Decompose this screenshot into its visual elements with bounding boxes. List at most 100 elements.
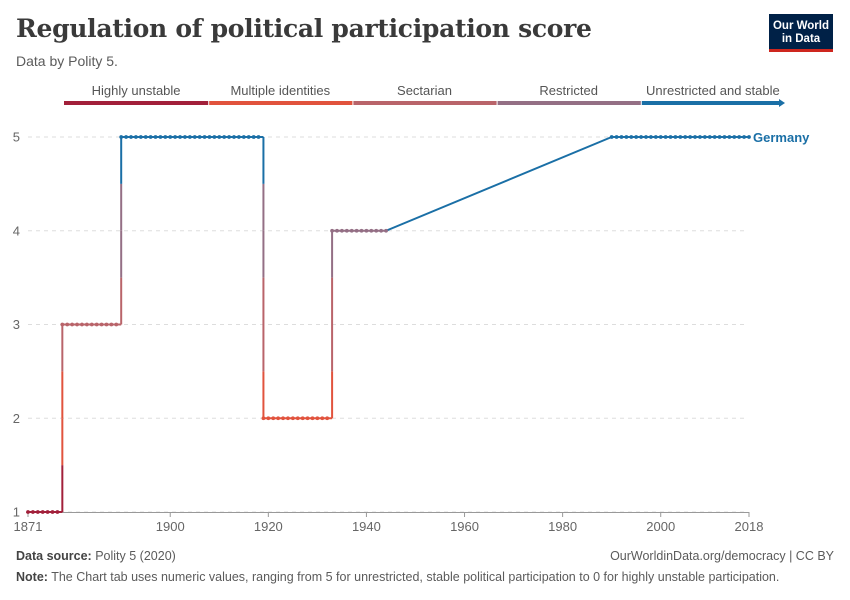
logo-line-1: Our World bbox=[772, 20, 829, 32]
data-point bbox=[217, 135, 222, 139]
data-point bbox=[609, 135, 614, 139]
chart-subtitle: Data by Polity 5. bbox=[16, 53, 118, 69]
legend-bar-segment bbox=[64, 101, 209, 105]
data-point bbox=[354, 228, 359, 233]
logo-line-2: in Data bbox=[781, 33, 821, 45]
series-line-segment bbox=[385, 136, 613, 232]
data-point bbox=[702, 135, 707, 139]
y-tick-label: 1 bbox=[13, 505, 20, 520]
data-point bbox=[698, 135, 702, 139]
data-point bbox=[45, 510, 50, 514]
data-point bbox=[349, 228, 354, 233]
note-text: The Chart tab uses numeric values, rangi… bbox=[51, 570, 780, 584]
data-point bbox=[124, 135, 128, 139]
series-label: Germany bbox=[753, 130, 810, 145]
data-point bbox=[644, 135, 648, 139]
footer-url[interactable]: OurWorldinData.org/democracy | CC BY bbox=[610, 549, 834, 563]
data-point bbox=[747, 135, 751, 139]
data-point bbox=[742, 135, 746, 139]
data-point bbox=[31, 510, 35, 514]
note-label: Note: bbox=[16, 570, 48, 584]
data-point bbox=[114, 322, 119, 327]
data-point bbox=[364, 228, 369, 233]
data-point bbox=[163, 135, 168, 139]
data-point bbox=[256, 135, 261, 139]
data-point bbox=[266, 416, 271, 421]
data-source-link[interactable]: Polity 5 (2020) bbox=[95, 549, 176, 563]
data-point bbox=[183, 135, 187, 139]
legend-label: Sectarian bbox=[397, 83, 452, 98]
data-point bbox=[649, 135, 653, 139]
data-point bbox=[241, 135, 246, 139]
data-point bbox=[344, 228, 349, 233]
owid-logo[interactable]: Our World in Data bbox=[769, 14, 833, 52]
x-tick-label: 1920 bbox=[254, 519, 283, 534]
data-point bbox=[290, 416, 295, 421]
data-source-label: Data source: bbox=[16, 549, 92, 563]
data-point bbox=[232, 135, 236, 139]
data-point bbox=[143, 135, 148, 139]
x-tick-label: 2000 bbox=[646, 519, 675, 534]
data-point bbox=[668, 135, 673, 139]
data-point bbox=[99, 322, 104, 327]
data-point bbox=[663, 135, 668, 139]
data-point bbox=[286, 416, 290, 421]
data-point bbox=[237, 135, 241, 139]
data-point bbox=[310, 416, 315, 421]
data-point bbox=[212, 135, 217, 139]
data-point bbox=[134, 135, 138, 139]
x-tick-label: 1940 bbox=[352, 519, 381, 534]
data-point bbox=[173, 135, 178, 139]
data-point bbox=[359, 228, 364, 233]
data-point bbox=[678, 135, 683, 139]
data-point bbox=[614, 135, 619, 139]
data-point bbox=[707, 135, 712, 139]
data-point bbox=[129, 135, 133, 139]
data-point bbox=[673, 135, 678, 139]
data-point bbox=[712, 135, 717, 139]
data-point bbox=[634, 135, 639, 139]
data-point bbox=[325, 416, 330, 421]
data-point bbox=[320, 416, 325, 421]
legend-bar-segment bbox=[497, 101, 641, 105]
y-tick-label: 2 bbox=[13, 411, 20, 426]
data-point bbox=[89, 322, 94, 327]
y-tick-label: 5 bbox=[13, 130, 20, 145]
data-point bbox=[168, 135, 173, 139]
x-tick-label: 1980 bbox=[548, 519, 577, 534]
data-point bbox=[192, 135, 197, 139]
data-source: Data source: Polity 5 (2020) bbox=[16, 549, 176, 563]
legend-label: Multiple identities bbox=[230, 83, 330, 98]
data-point bbox=[40, 510, 45, 514]
data-point bbox=[276, 416, 281, 421]
data-point bbox=[35, 510, 40, 514]
data-point bbox=[374, 228, 379, 233]
x-tick-label: 1871 bbox=[14, 519, 43, 534]
data-point bbox=[653, 135, 658, 139]
legend-bar-segment bbox=[209, 101, 353, 105]
data-point bbox=[153, 135, 158, 139]
x-tick-label: 1900 bbox=[156, 519, 185, 534]
data-point bbox=[261, 416, 266, 421]
data-point bbox=[379, 228, 384, 233]
data-point bbox=[227, 135, 231, 139]
chart-title: Regulation of political participation sc… bbox=[16, 14, 592, 43]
data-point bbox=[658, 135, 663, 139]
data-point bbox=[384, 228, 388, 233]
data-point bbox=[305, 416, 310, 421]
data-point bbox=[271, 416, 276, 421]
legend-label: Restricted bbox=[539, 83, 598, 98]
data-point bbox=[722, 135, 727, 139]
data-point bbox=[197, 135, 202, 139]
y-tick-label: 3 bbox=[13, 317, 20, 332]
data-point bbox=[683, 135, 688, 139]
chart-note: Note: The Chart tab uses numeric values,… bbox=[16, 570, 779, 584]
data-point bbox=[340, 228, 344, 233]
legend-label: Unrestricted and stable bbox=[646, 83, 780, 98]
data-point bbox=[187, 135, 192, 139]
data-point bbox=[369, 228, 374, 233]
data-point bbox=[251, 135, 256, 139]
data-point bbox=[717, 135, 722, 139]
data-point bbox=[300, 416, 305, 421]
